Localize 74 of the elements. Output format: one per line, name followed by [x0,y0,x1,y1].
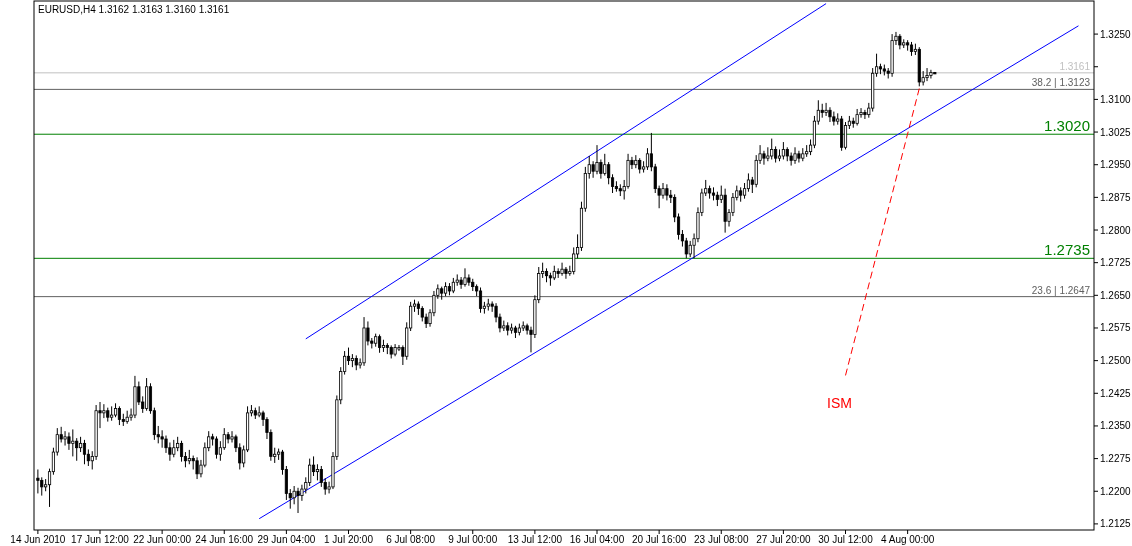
y-tick-label: 1.2350 [1100,420,1132,432]
candlestick [36,468,40,494]
x-tick-label: 17 Jun 12:00 [71,534,130,545]
x-tick-label: 4 Aug 00:00 [880,534,935,545]
candlestick [195,456,199,480]
ref-line-label: 23.6 | 1.2647 [1031,284,1091,296]
candlestick [459,276,463,290]
candlestick [591,160,595,179]
candlestick [63,430,67,447]
candlestick [595,144,599,175]
candlestick [75,437,79,462]
candlestick [560,262,564,277]
candlestick [607,161,611,185]
x-tick-label: 24 Jun 16:00 [195,534,254,545]
candlestick [467,273,471,287]
y-tick-label: 1.2725 [1100,257,1132,269]
candlestick [564,266,568,280]
candlestick [71,428,75,457]
ref-line-label: 1.3020 [1044,117,1090,135]
candlestick [296,487,300,514]
candlestick [793,146,797,165]
candlestick [145,377,149,412]
candlestick [661,182,665,200]
y-tick-label: 1.2800 [1100,224,1132,236]
x-tick-label: 29 Jun 04:00 [257,534,316,545]
candlestick [797,150,801,164]
candlestick [746,172,750,193]
y-tick-label: 1.2125 [1100,518,1132,530]
x-tick-label: 14 Jun 2010 [10,534,66,545]
x-tick-label: 16 Jul 04:00 [569,534,625,545]
ref-line-label: 38.2 | 1.3123 [1031,77,1091,89]
y-tick-label: 1.2200 [1100,485,1132,497]
candlestick [925,67,929,82]
candlestick [160,429,164,449]
y-tick-label: 1.2875 [1100,191,1132,203]
y-tick-label: 1.3100 [1100,93,1132,105]
y-tick-label: 1.3025 [1100,126,1132,138]
x-tick-label: 22 Jun 00:00 [133,534,192,545]
y-tick-label: 1.2950 [1100,159,1132,171]
candlestick [179,440,184,463]
x-tick-label: 1 Jul 20:00 [324,534,374,545]
candlestick [308,458,312,487]
candlestick [843,121,848,150]
candlestick [762,150,766,166]
y-tick-label: 1.2500 [1100,355,1132,367]
x-tick-label: 27 Jul 20:00 [756,534,812,545]
candlestick [102,403,106,419]
candlestick [832,111,836,127]
y-tick-label: 1.2650 [1100,289,1132,301]
x-tick-label: 13 Jul 12:00 [507,534,563,545]
y-tick-label: 1.2275 [1100,453,1132,465]
y-tick-label: 1.2425 [1100,387,1132,399]
candlestick [226,431,230,444]
candlestick [645,147,650,171]
ref-line-label: 1.2735 [1044,241,1090,259]
ref-line-label: 1.3161 [1059,60,1091,72]
candlestick [863,109,867,120]
candlestick [319,465,323,488]
chart-title: EURUSD,H4 1.3162 1.3163 1.3160 1.3161 [38,4,230,15]
candlestick [117,405,121,426]
candlestick [828,106,832,123]
candlestick [824,102,828,117]
x-tick-label: 23 Jul 08:00 [694,534,749,545]
candlestick [770,138,774,160]
candlestick [665,183,669,201]
candlestick [603,153,607,177]
y-tick-label: 1.3250 [1100,28,1132,40]
y-tick-label: 1.2575 [1100,322,1132,334]
candlestick [463,267,467,288]
annotation: ISM [827,395,852,412]
x-tick-label: 20 Jul 16:00 [631,534,687,545]
x-tick-label: 6 Jul 08:00 [386,534,436,545]
x-tick-label: 30 Jul 12:00 [818,534,874,545]
x-tick-label: 9 Jul 00:00 [448,534,498,545]
